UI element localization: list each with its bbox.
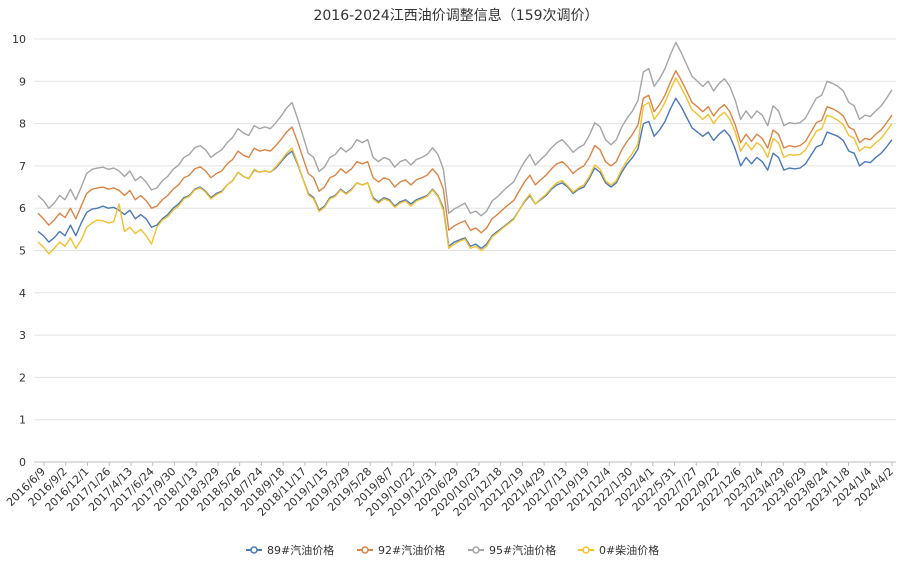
series-lines (37, 41, 893, 255)
series-line-3 (37, 41, 893, 217)
y-tick-label: 4 (19, 287, 26, 300)
y-tick-label: 1 (19, 414, 26, 427)
y-tick-label: 10 (12, 33, 26, 46)
y-tick-label: 5 (19, 245, 26, 258)
legend-item-1[interactable]: 89#汽油价格 (246, 543, 334, 557)
y-tick-label: 7 (19, 160, 26, 173)
legend-label: 92#汽油价格 (378, 543, 445, 557)
legend-item-2[interactable]: 92#汽油价格 (357, 543, 445, 557)
legend-label: 0#柴油价格 (599, 543, 659, 557)
legend-swatch-marker (361, 546, 369, 554)
legend-swatch-marker (582, 546, 590, 554)
y-tick-label: 8 (19, 118, 26, 131)
legend-label: 89#汽油价格 (267, 543, 334, 557)
series-line-2 (37, 70, 893, 234)
y-tick-label: 2 (19, 371, 26, 384)
legend-swatch-marker (250, 546, 258, 554)
legend-item-3[interactable]: 95#汽油价格 (468, 543, 556, 557)
chart-title: 2016-2024江西油价调整信息（159次调价） (313, 7, 598, 24)
y-tick-label: 6 (19, 202, 26, 215)
gridlines (34, 38, 896, 421)
legend-swatch-marker (472, 546, 480, 554)
legend[interactable]: 89#汽油价格 92#汽油价格 95#汽油价格 0#柴油价格 (246, 543, 659, 557)
legend-label: 95#汽油价格 (489, 543, 556, 557)
axes: 0123456789102016/6/92016/9/22016/12/1201… (4, 33, 896, 519)
series-line-4 (37, 77, 893, 255)
legend-item-4[interactable]: 0#柴油价格 (578, 543, 659, 557)
y-tick-label: 3 (19, 329, 26, 342)
y-tick-label: 9 (19, 75, 26, 88)
series-line-1 (37, 97, 893, 250)
y-tick-label: 0 (19, 456, 26, 469)
